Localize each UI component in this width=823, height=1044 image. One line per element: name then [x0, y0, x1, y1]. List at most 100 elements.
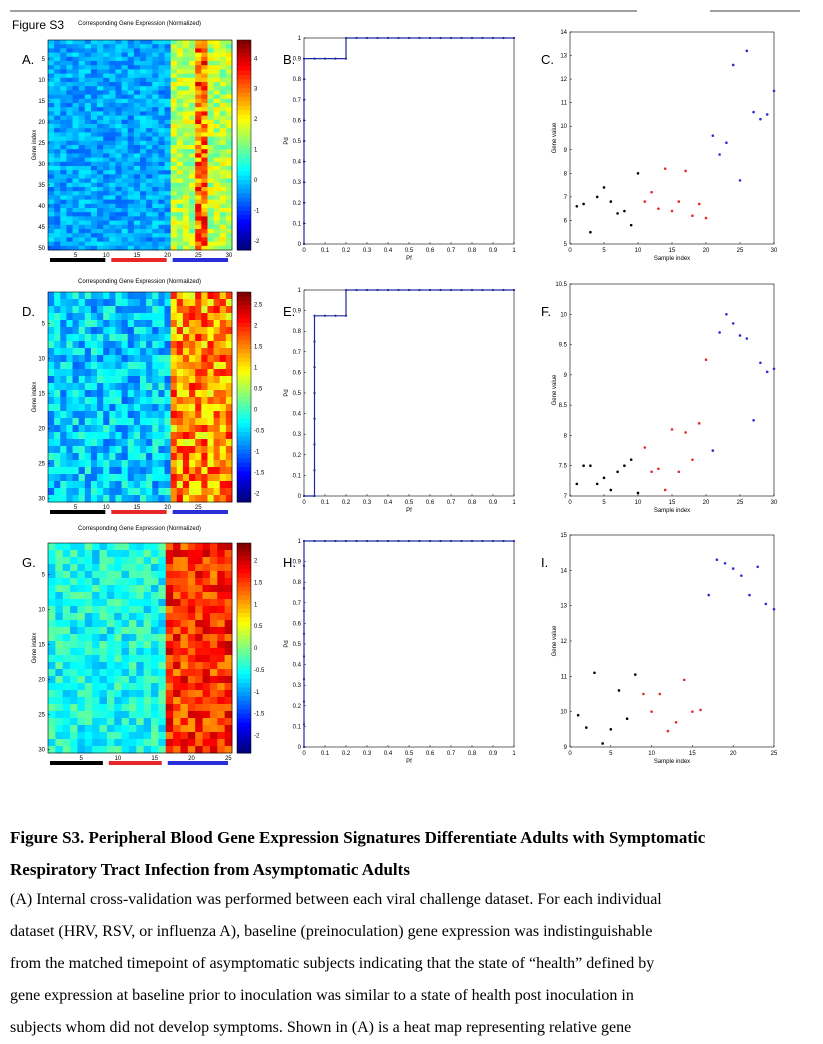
heatmap-cell — [213, 191, 221, 196]
heatmap-cell — [146, 390, 153, 398]
colorbar-tick-label: -2 — [254, 239, 260, 245]
heatmap-cell — [55, 543, 64, 551]
heatmap-cell — [201, 153, 208, 158]
heatmap-cell — [207, 182, 214, 188]
heatmap-cell — [202, 669, 211, 677]
colorbar-step — [237, 613, 251, 618]
heatmap-cell — [97, 119, 104, 125]
heatmap-cell — [176, 103, 184, 108]
heatmap-cell — [121, 599, 130, 607]
heatmap-cell — [54, 56, 61, 62]
heatmap-cell — [127, 111, 135, 116]
heatmap-cell — [90, 313, 98, 321]
heatmap-cell — [187, 648, 196, 656]
scatter-point-black — [585, 726, 588, 729]
heatmap-cell — [90, 327, 98, 335]
heatmap-cell — [182, 149, 190, 154]
heatmap-cell — [97, 124, 104, 129]
heatmap-cell — [195, 474, 202, 482]
heatmap-cell — [201, 195, 208, 200]
colorbar-step — [237, 617, 251, 623]
heatmap-cell — [152, 119, 159, 125]
heatmap-cell — [207, 90, 214, 95]
heatmap-cell — [66, 237, 73, 242]
heatmap-cell — [121, 334, 129, 342]
heatmap-cell — [225, 182, 233, 188]
heatmap-cell — [133, 481, 141, 489]
heatmap-cell — [109, 237, 116, 242]
heatmap-cell — [164, 145, 172, 150]
roc-point — [313, 417, 316, 420]
heatmap-cell — [60, 103, 67, 108]
heatmap-cell — [103, 61, 110, 66]
heatmap-cell — [72, 425, 80, 433]
heatmap-cell — [146, 166, 153, 171]
heatmap-cell — [115, 376, 122, 384]
heatmap-cell — [54, 124, 61, 129]
heatmap-cell — [115, 383, 122, 391]
heatmap-cell — [207, 383, 214, 391]
heatmap-cell — [84, 397, 92, 405]
heatmap-cell — [182, 187, 190, 192]
heatmap-cell — [48, 136, 55, 142]
heatmap-cell — [140, 174, 147, 179]
heatmap-cell — [109, 348, 116, 356]
heatmap-cell — [152, 320, 159, 328]
heatmap-cell — [127, 77, 135, 83]
heatmap-cell — [176, 86, 184, 91]
heatmap-cell — [121, 111, 129, 116]
heatmap-cell — [106, 690, 115, 698]
heatmap-cell — [140, 299, 147, 307]
heatmap-cell — [127, 355, 135, 363]
heatmap-cell — [195, 212, 202, 217]
colorbar-step — [237, 136, 251, 142]
heatmap-cell — [72, 383, 80, 391]
scatter-point-blue — [725, 141, 728, 145]
heatmap-cell — [176, 69, 184, 74]
heatmap-cell — [182, 446, 190, 454]
heatmap-cell — [213, 128, 221, 133]
heatmap-cell — [158, 683, 167, 691]
x-tick-label: 0.7 — [447, 751, 456, 757]
heatmap-cell — [78, 411, 86, 419]
heatmap-cell — [170, 327, 178, 335]
heatmap-cell — [103, 216, 110, 221]
y-tick-label: 1 — [298, 539, 302, 545]
heatmap-cell — [72, 157, 80, 163]
heatmap-cell — [140, 245, 147, 251]
heatmap-cell — [66, 157, 73, 163]
heatmap-cell — [66, 107, 73, 112]
heatmap-cell — [133, 313, 141, 321]
heatmap-cell — [164, 86, 172, 91]
heatmap-cell — [152, 467, 159, 475]
heatmap-cell — [114, 592, 122, 600]
heatmap-cell — [207, 187, 214, 192]
heatmap-cell — [165, 669, 174, 677]
heatmap-cell — [92, 648, 100, 656]
heatmap-cell — [103, 453, 110, 461]
heatmap-cell — [77, 739, 86, 747]
heatmap-cell — [140, 153, 147, 158]
heatmap-cell — [60, 157, 67, 163]
heatmap-cell — [54, 237, 61, 242]
heatmap-cell — [217, 550, 226, 558]
heatmap-cell — [164, 439, 172, 447]
heatmap-cell — [140, 82, 147, 87]
heatmap-cell — [66, 369, 73, 377]
heatmap-cell — [225, 376, 233, 384]
heatmap-cell — [133, 82, 141, 87]
heatmap-cell — [201, 69, 208, 74]
heatmap-cell — [140, 69, 147, 74]
colorbar-frame — [236, 291, 252, 503]
heatmap-cell — [207, 77, 214, 83]
heatmap-cell — [72, 161, 80, 167]
y-tick-label: 25 — [38, 141, 45, 147]
heatmap-cell — [62, 676, 71, 684]
x-tick-label: 20 — [730, 751, 737, 757]
heatmap-cell — [84, 578, 93, 586]
heatmap-cell — [84, 550, 93, 558]
heatmap-cell — [114, 543, 122, 551]
heatmap-cell — [128, 662, 137, 670]
heatmap-cell — [146, 115, 153, 121]
heatmap-cell — [158, 182, 165, 188]
